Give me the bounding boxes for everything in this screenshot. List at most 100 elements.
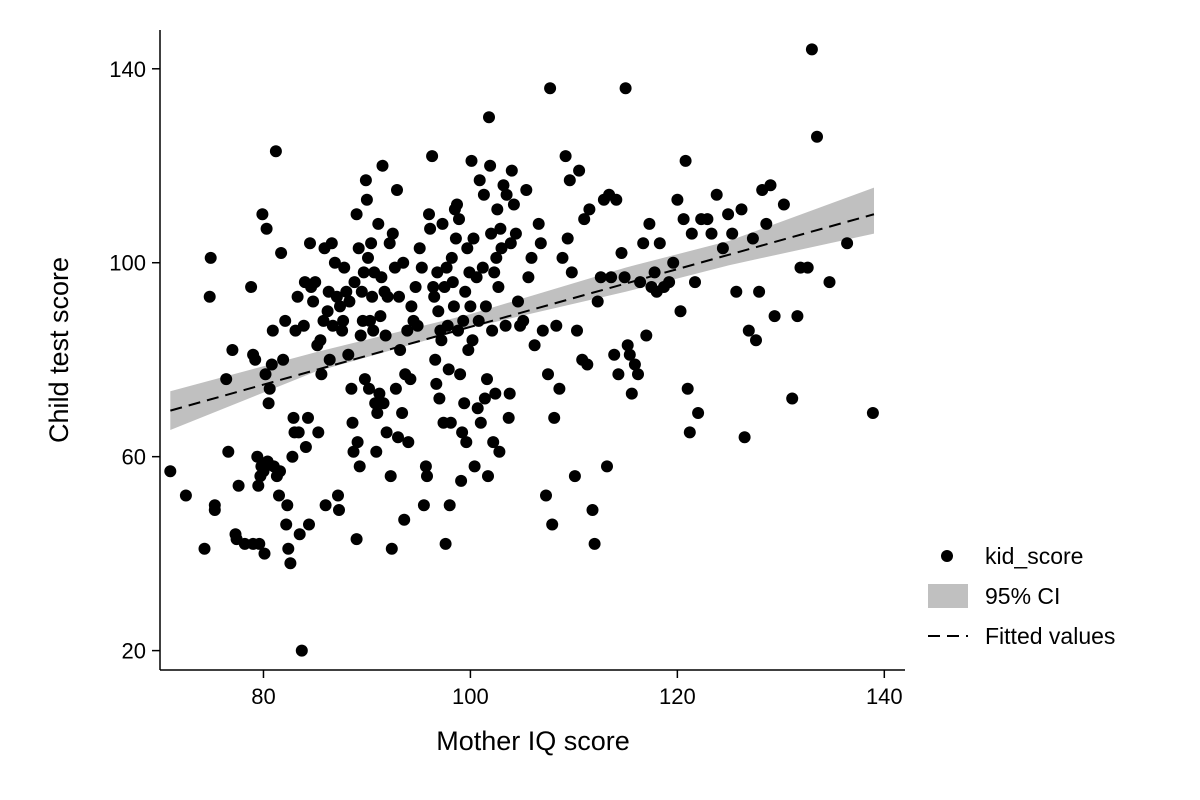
data-point xyxy=(375,271,388,284)
y-tick-label: 60 xyxy=(122,445,146,470)
data-point xyxy=(653,237,666,250)
data-point xyxy=(663,276,676,289)
data-point xyxy=(413,242,426,255)
data-point xyxy=(345,382,358,395)
data-point xyxy=(439,537,452,550)
data-point xyxy=(435,334,448,347)
data-point xyxy=(220,373,233,386)
data-point xyxy=(444,416,457,429)
data-point xyxy=(419,460,432,473)
data-point xyxy=(634,276,647,289)
data-point xyxy=(198,542,211,555)
data-point xyxy=(468,460,481,473)
data-point xyxy=(421,470,433,483)
data-point xyxy=(405,300,418,313)
data-point xyxy=(505,164,518,177)
data-point xyxy=(461,242,474,255)
data-point xyxy=(347,445,360,458)
data-point xyxy=(681,382,694,395)
data-point xyxy=(764,179,777,192)
data-point xyxy=(377,397,390,410)
data-point xyxy=(621,339,634,352)
data-point xyxy=(459,285,472,298)
legend-point-symbol xyxy=(941,550,953,562)
data-point xyxy=(293,528,306,541)
data-point xyxy=(811,130,823,143)
data-point xyxy=(409,281,422,293)
data-point xyxy=(742,324,755,337)
data-point xyxy=(841,237,854,250)
data-point xyxy=(481,373,493,386)
data-point xyxy=(674,305,687,318)
data-point xyxy=(823,276,836,289)
data-point xyxy=(266,324,279,337)
data-point xyxy=(432,305,445,318)
ci-band xyxy=(170,187,875,430)
data-point xyxy=(457,314,470,327)
x-tick-label: 140 xyxy=(866,684,903,709)
data-point xyxy=(750,334,762,347)
y-tick-label: 140 xyxy=(109,57,146,82)
data-point xyxy=(594,271,607,284)
data-point xyxy=(273,489,285,502)
legend: kid_score 95% CI Fitted values xyxy=(928,543,1115,649)
data-point xyxy=(256,208,269,221)
data-point xyxy=(281,499,294,512)
data-point xyxy=(768,310,781,323)
data-point xyxy=(396,407,409,419)
data-point xyxy=(365,237,378,250)
data-point xyxy=(581,358,594,371)
data-point xyxy=(346,416,359,429)
data-point xyxy=(352,242,365,255)
data-point xyxy=(303,518,315,531)
data-point xyxy=(546,518,559,531)
data-point xyxy=(325,237,338,250)
data-point xyxy=(689,276,701,289)
data-point xyxy=(440,261,453,274)
data-point xyxy=(456,426,469,439)
data-point xyxy=(443,499,456,512)
data-point xyxy=(417,499,430,512)
x-tick-label: 120 xyxy=(659,684,696,709)
data-point xyxy=(367,324,380,337)
data-point xyxy=(319,499,332,512)
data-point xyxy=(479,300,492,313)
data-point xyxy=(299,441,312,453)
data-point xyxy=(179,489,192,502)
data-point xyxy=(238,537,251,550)
data-point xyxy=(452,324,464,337)
data-point xyxy=(485,227,498,240)
data-point xyxy=(269,145,282,158)
data-point xyxy=(474,416,487,429)
data-point xyxy=(340,285,353,298)
data-point xyxy=(643,217,656,230)
data-point xyxy=(701,213,714,226)
data-point xyxy=(208,504,221,516)
data-point xyxy=(472,314,485,327)
data-point xyxy=(384,470,397,483)
data-point xyxy=(525,251,538,264)
data-point xyxy=(402,436,415,449)
data-point xyxy=(730,285,743,298)
data-point xyxy=(493,445,506,458)
data-point xyxy=(601,460,613,473)
data-point xyxy=(471,402,484,415)
data-point xyxy=(561,232,574,245)
data-point xyxy=(726,227,739,240)
data-point xyxy=(685,227,698,240)
data-point xyxy=(373,387,386,400)
data-point xyxy=(586,504,599,516)
data-point xyxy=(753,285,766,298)
data-point xyxy=(398,513,411,526)
data-point xyxy=(372,217,385,230)
data-point xyxy=(490,251,503,264)
data-point xyxy=(424,222,437,235)
data-point xyxy=(710,188,723,201)
data-point xyxy=(436,217,449,230)
data-point xyxy=(252,479,265,492)
data-point xyxy=(287,411,300,424)
data-point xyxy=(464,300,477,313)
data-point xyxy=(683,426,696,439)
data-point xyxy=(460,436,473,449)
